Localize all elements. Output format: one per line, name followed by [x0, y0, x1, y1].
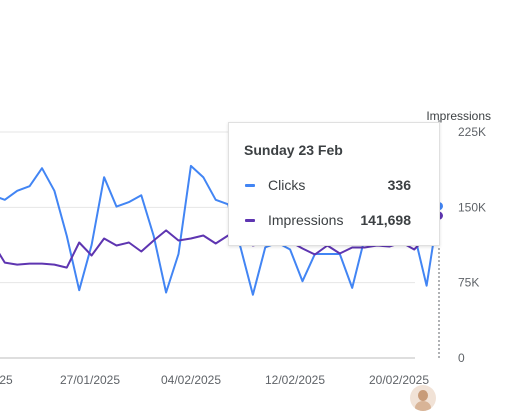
y-tick-label: 0 [458, 351, 465, 365]
tooltip: Sunday 23 Feb Clicks 336 Impressions 141… [228, 122, 440, 246]
tooltip-date: Sunday 23 Feb [244, 142, 343, 158]
series-line-clicks [0, 164, 440, 296]
y-axis-title: Impressions [426, 109, 491, 123]
impressions-swatch [245, 219, 255, 222]
avatar-body [415, 401, 431, 411]
user-avatar-icon[interactable] [410, 385, 436, 411]
series-line-impressions [0, 215, 440, 269]
y-tick-label: 225K [458, 125, 486, 139]
x-tick-label: 27/01/2025 [60, 373, 120, 387]
x-tick-label: 12/02/2025 [265, 373, 325, 387]
tooltip-row-impressions: Impressions 141,698 [244, 212, 411, 230]
x-tick-label: 04/02/2025 [161, 373, 221, 387]
x-axis-ticks: 25 27/01/2025 04/02/2025 12/02/2025 20/02/20… [0, 373, 429, 387]
x-tick-label: 20/02/2025 [369, 373, 429, 387]
tooltip-impressions-value: 141,698 [360, 212, 411, 228]
tooltip-row-clicks: Clicks 336 [244, 177, 411, 195]
tooltip-clicks-label: Clicks [268, 177, 306, 193]
y-tick-label: 150K [458, 200, 486, 214]
avatar-face [418, 390, 428, 401]
tooltip-clicks-value: 336 [387, 177, 411, 193]
y-axis-ticks: 0 75K 150K 225K [458, 125, 486, 365]
clicks-swatch [245, 184, 255, 187]
x-tick-label: 25 [0, 373, 13, 387]
y-tick-label: 75K [458, 276, 479, 290]
tooltip-impressions-label: Impressions [268, 212, 344, 228]
